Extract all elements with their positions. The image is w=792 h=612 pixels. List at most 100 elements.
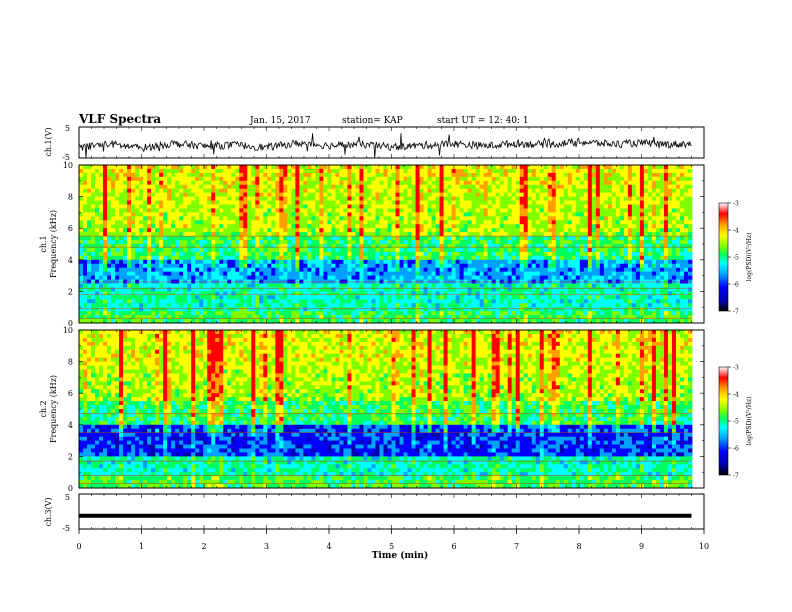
spectrogram-cell [311, 212, 316, 217]
spectrogram-cell [263, 251, 268, 257]
spectrogram-cell [611, 236, 617, 241]
spectrogram-cell [475, 196, 481, 201]
spectrogram-cell [255, 251, 260, 257]
spectrogram-cell [531, 204, 537, 209]
spectrogram-cell [259, 204, 264, 209]
spectrogram-cell [95, 228, 100, 233]
spectrogram-cell [463, 168, 469, 174]
spectrogram-cell [379, 287, 384, 292]
spectrogram-cell [175, 176, 180, 182]
spectrogram-cell [447, 165, 452, 170]
spectrogram-cell [631, 200, 637, 205]
spectrogram-cell [207, 232, 212, 237]
spectrogram-cell [595, 275, 601, 280]
spectrogram-cell [515, 251, 521, 257]
spectrogram-cell [211, 240, 216, 245]
spectrogram-cell [487, 168, 493, 174]
spectrogram-cell [399, 168, 404, 174]
spectrogram-cell [383, 216, 388, 221]
spectrogram-cell [211, 188, 216, 194]
spectrogram-cell [167, 263, 172, 269]
spectrogram-cell [163, 220, 168, 225]
spectrogram-cell [351, 212, 356, 217]
spectrogram-cell [239, 192, 244, 197]
spectrogram-cell [327, 220, 332, 225]
spectrogram-cell [607, 172, 613, 178]
spectrogram-cell [631, 172, 637, 178]
spectrogram-cell [527, 267, 533, 273]
spectrogram-cell [643, 259, 649, 265]
spectrogram-cell [171, 188, 176, 194]
spectrogram-cell [675, 247, 681, 253]
spectrogram-cell [487, 244, 493, 249]
spectrogram-cell [631, 188, 637, 194]
spectrogram-cell [443, 271, 448, 276]
spectrogram-cell [443, 176, 448, 182]
spectrogram-cell [491, 244, 497, 249]
spectrogram-cell [659, 204, 665, 209]
spectrogram-cell [571, 263, 577, 269]
spectrogram-cell [499, 192, 505, 197]
spectrogram-cell [563, 255, 569, 261]
spectrogram-cell [255, 247, 260, 253]
spectrogram-cell [147, 184, 152, 190]
spectrogram-cell [635, 232, 641, 237]
spectrogram-cell [495, 232, 501, 237]
spectrogram-cell [123, 200, 128, 205]
spectrogram-cell [571, 228, 577, 233]
spectrogram-cell [167, 192, 172, 197]
spectrogram-cell [79, 184, 84, 190]
spectrogram-cell [131, 184, 136, 190]
spectrogram-cell [155, 259, 160, 265]
spectrogram-cell [319, 204, 324, 209]
spectrogram-cell [435, 287, 440, 292]
spectrogram-cell [495, 263, 501, 269]
spectrogram-cell [511, 180, 517, 186]
spectrogram-cell [123, 184, 128, 190]
spectrogram-cell [627, 283, 633, 288]
spectrogram-cell [623, 172, 629, 178]
spectrogram-cell [131, 283, 136, 288]
spectrogram-cell [211, 200, 216, 205]
spectrogram-cell [579, 259, 585, 265]
spectrogram-cell [223, 165, 228, 170]
spectrogram-cell [171, 232, 176, 237]
spectrogram-cell [315, 232, 320, 237]
spectrogram-cell [411, 192, 416, 197]
spectrogram-cell [551, 251, 557, 257]
spectrogram-cell [663, 267, 669, 273]
spectrogram-cell [215, 176, 220, 182]
spectrogram-cell [639, 251, 645, 257]
spectrogram-cell [91, 192, 96, 197]
spectrogram-cell [95, 240, 100, 245]
spectrogram-cell [131, 244, 136, 249]
spectrogram-cell [359, 200, 364, 205]
spectrogram-cell [667, 251, 673, 257]
spectrogram-cell [611, 247, 617, 253]
spectrogram-cell [111, 240, 116, 245]
spectrogram-cell [131, 263, 136, 269]
spectrogram-cell [79, 232, 84, 237]
spectrogram-cell [679, 275, 685, 280]
spectrogram-cell [331, 228, 336, 233]
spectrogram-cell [391, 240, 396, 245]
spectrogram-cell [331, 176, 336, 182]
spectrogram-cell [231, 275, 236, 280]
spectrogram-cell [551, 247, 557, 253]
spectrogram-cell [475, 165, 481, 170]
spectrogram-cell [223, 220, 228, 225]
spectrogram-cell [671, 192, 677, 197]
spectrogram-cell [215, 247, 220, 253]
spectrogram-cell [231, 172, 236, 178]
spectrogram-cell [227, 188, 232, 194]
spectrogram-cell [367, 168, 372, 174]
spectrogram-cell [351, 208, 356, 213]
spectrogram-cell [267, 244, 272, 249]
spectrogram-cell [555, 247, 561, 253]
spectrogram-cell [603, 287, 609, 292]
spectrogram-cell [407, 283, 412, 288]
spectrogram-cell [311, 271, 316, 276]
spectrogram-cell [111, 228, 116, 233]
spectrogram-cell [679, 236, 685, 241]
spectrogram-cell [639, 196, 645, 201]
